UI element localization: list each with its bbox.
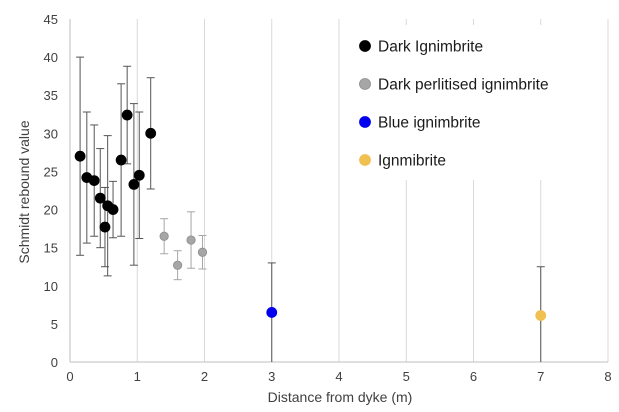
point-dark-perlitised-ignimbrite	[186, 235, 196, 245]
y-tick-label: 20	[44, 203, 58, 218]
y-axis-title: Schmidt rebound value	[16, 120, 32, 263]
y-tick-label: 0	[51, 355, 58, 370]
y-tick-label: 45	[44, 12, 58, 27]
point-dark-ignimbrite	[133, 169, 145, 181]
x-tick-label: 1	[134, 369, 141, 384]
legend-label: Dark perlitised ignimbrite	[378, 77, 549, 94]
point-dark-ignimbrite	[74, 150, 86, 162]
point-dark-perlitised-ignimbrite	[173, 260, 183, 270]
legend-label: Ignmibrite	[378, 153, 446, 170]
point-dark-ignimbrite	[128, 179, 140, 190]
axes	[69, 19, 608, 363]
legend: Dark Ignimbrite Dark perlitised ignimbrit…	[340, 25, 602, 180]
point-dark-perlitised-ignimbrite	[197, 247, 208, 257]
y-tick-label: 30	[44, 126, 58, 141]
point-dark-ignimbrite	[115, 154, 127, 166]
point-ignmibrite	[535, 310, 547, 321]
data-points	[74, 109, 547, 321]
x-tick-label: 4	[335, 369, 342, 384]
legend-label: Blue ignimbrite	[378, 115, 481, 132]
y-tick-label: 40	[44, 50, 58, 65]
legend-box	[340, 25, 602, 180]
x-tick-label: 3	[268, 369, 275, 384]
point-dark-ignimbrite	[121, 109, 133, 121]
legend-marker	[359, 40, 371, 52]
point-dark-perlitised-ignimbrite	[159, 231, 169, 241]
x-axis-title: Distance from dyke (m)	[268, 389, 413, 405]
y-tick-label: 15	[44, 241, 58, 256]
legend-marker	[359, 78, 371, 90]
x-tick-label: 2	[201, 369, 208, 384]
x-tick-label: 7	[537, 369, 544, 384]
y-tick-label: 35	[44, 88, 58, 103]
legend-label: Dark Ignimbrite	[378, 39, 483, 56]
legend-marker	[359, 116, 371, 128]
y-tick-label: 10	[44, 279, 58, 294]
x-tick-label: 6	[470, 369, 477, 384]
point-dark-ignimbrite	[99, 221, 111, 233]
point-dark-ignimbrite	[145, 127, 157, 139]
point-dark-ignimbrite	[94, 192, 106, 204]
point-dark-ignimbrite	[107, 204, 119, 215]
x-tick-label: 5	[403, 369, 410, 384]
y-tick-label: 5	[51, 317, 58, 332]
legend-marker	[359, 154, 371, 166]
x-tick-label: 0	[66, 369, 73, 384]
point-dark-ignimbrite	[88, 175, 100, 186]
point-blue-ignimbrite	[266, 307, 278, 318]
x-tick-label: 8	[604, 369, 611, 384]
y-tick-label: 25	[44, 164, 58, 179]
